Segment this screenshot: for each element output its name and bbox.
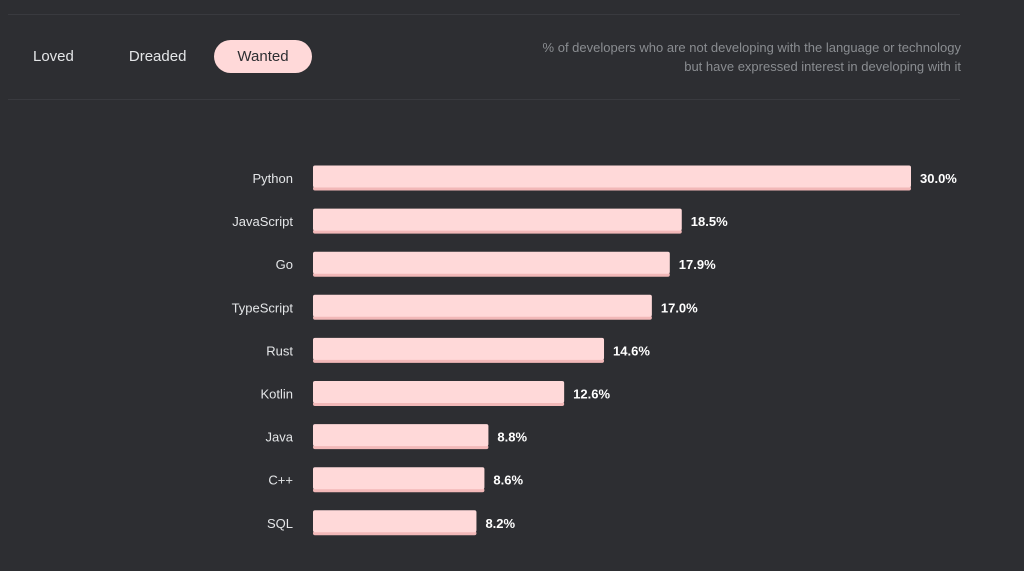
bar-group-sql: SQL 8.2% — [267, 510, 516, 536]
category-label: Kotlin — [260, 387, 293, 402]
tab-loved[interactable]: Loved — [33, 48, 74, 65]
bar-group-javascript: JavaScript 18.5% — [232, 208, 728, 234]
value-label: 17.9% — [679, 257, 716, 272]
bar-group-rust: Rust 14.6% — [266, 337, 650, 363]
category-label: JavaScript — [232, 214, 293, 229]
bar-group-kotlin: Kotlin 12.6% — [260, 381, 610, 406]
category-label: TypeScript — [232, 300, 294, 315]
tab-bar: Loved Dreaded Wanted — [8, 40, 312, 73]
value-label: 14.6% — [613, 343, 650, 358]
category-label: Rust — [266, 343, 293, 358]
bar-group-java: Java 8.8% — [266, 424, 527, 450]
bar — [313, 294, 652, 317]
value-label: 12.6% — [573, 387, 610, 402]
bar — [313, 381, 565, 403]
bar-group-typescript: TypeScript 17.0% — [232, 294, 698, 320]
category-label: Java — [266, 430, 294, 445]
value-label: 8.2% — [485, 516, 515, 531]
bar — [313, 467, 485, 490]
bar — [313, 510, 477, 533]
value-label: 8.6% — [493, 473, 523, 488]
bar — [313, 337, 605, 360]
category-label: Python — [253, 171, 293, 186]
bar — [313, 208, 682, 231]
bar — [313, 165, 911, 188]
value-label: 17.0% — [661, 300, 698, 315]
header-divider — [8, 99, 960, 100]
bar — [313, 251, 670, 274]
category-label: C++ — [268, 473, 293, 488]
value-label: 18.5% — [691, 214, 728, 229]
bar — [313, 424, 489, 447]
bar-group-go: Go 17.9% — [276, 251, 716, 277]
bar-group-python: Python 30.0% — [253, 165, 957, 191]
value-label: 30.0% — [920, 171, 957, 186]
tab-dreaded[interactable]: Dreaded — [128, 48, 187, 65]
category-label: Go — [276, 257, 293, 272]
tab-wanted[interactable]: Wanted — [214, 40, 312, 73]
value-label: 8.8% — [497, 430, 527, 445]
bar-group-c-: C++ 8.6% — [268, 467, 523, 493]
chart-description: % of developers who are not developing w… — [542, 40, 961, 74]
top-divider — [8, 14, 960, 15]
category-label: SQL — [267, 516, 293, 531]
